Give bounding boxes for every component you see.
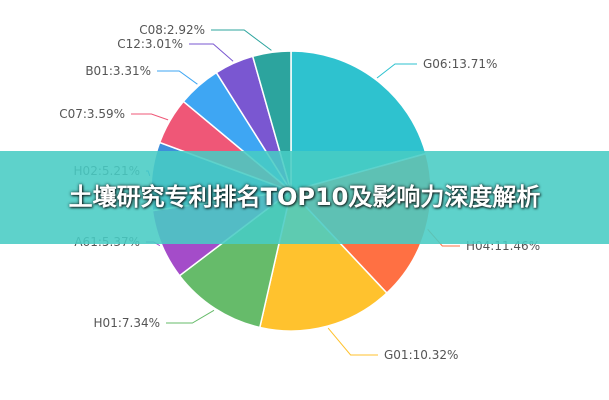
leader-lines — [131, 29, 460, 356]
slice-label-c12: C12:3.01% — [117, 37, 183, 51]
slice-label-c07: C07:3.59% — [59, 107, 125, 121]
leader-line-c08 — [211, 29, 272, 51]
slice-label-c08: C08:2.92% — [139, 23, 205, 37]
slice-label-h01: H01:7.34% — [94, 316, 160, 330]
leader-line-h01 — [166, 309, 215, 324]
leader-line-g01 — [327, 327, 378, 356]
slice-label-g01: G01:10.32% — [384, 348, 458, 362]
leader-line-b01 — [157, 70, 198, 85]
leader-line-g06 — [376, 63, 417, 79]
leader-line-c07 — [131, 113, 169, 121]
slice-label-b01: B01:3.31% — [85, 64, 151, 78]
overlay-title: 土壤研究专利排名TOP10及影响力深度解析 — [68, 183, 541, 211]
title-banner: 土壤研究专利排名TOP10及影响力深度解析 — [0, 151, 609, 244]
leader-line-c12 — [189, 43, 234, 62]
slice-label-g06: G06:13.71% — [423, 57, 497, 71]
